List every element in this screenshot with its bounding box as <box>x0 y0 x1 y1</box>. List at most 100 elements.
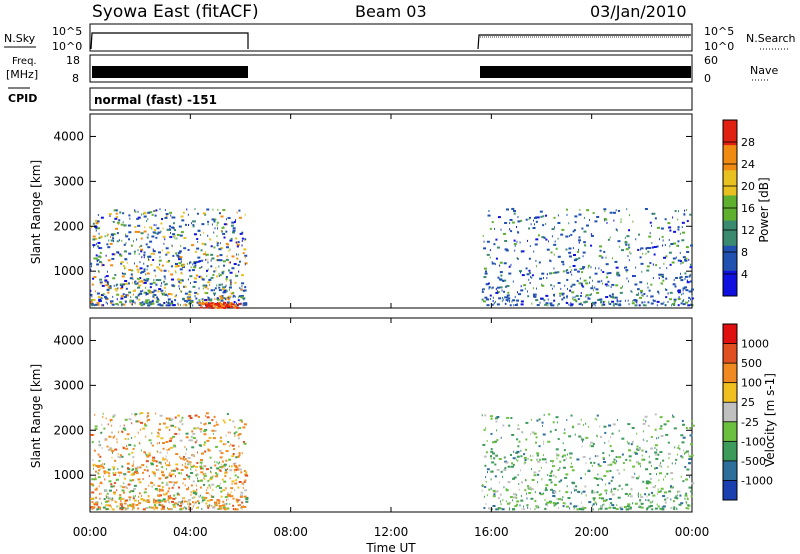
range-cell <box>116 215 119 218</box>
range-cell <box>161 304 163 307</box>
range-cell <box>140 248 144 251</box>
range-cell <box>628 229 631 232</box>
range-cell <box>482 483 484 486</box>
range-cell <box>223 289 227 292</box>
range-cell <box>140 449 142 452</box>
range-cell <box>688 453 690 456</box>
range-cell <box>100 282 102 285</box>
range-cell <box>201 301 205 304</box>
range-cell <box>236 245 239 248</box>
range-cell <box>487 507 490 510</box>
range-cell <box>149 240 153 243</box>
range-cell <box>551 235 553 238</box>
range-cell <box>485 503 487 506</box>
range-cell <box>671 304 673 307</box>
range-cell <box>624 266 626 269</box>
range-cell <box>119 502 123 505</box>
range-cell <box>556 498 559 501</box>
range-cell <box>673 230 677 233</box>
range-cell <box>608 498 612 501</box>
range-cell <box>98 270 100 273</box>
range-cell <box>201 278 205 281</box>
range-cell <box>137 294 140 297</box>
range-cell <box>157 499 161 502</box>
range-cell <box>542 224 545 227</box>
range-cell <box>493 493 496 496</box>
range-cell <box>649 501 652 504</box>
range-cell <box>226 301 230 304</box>
range-cell <box>567 497 571 500</box>
range-cell <box>110 485 114 488</box>
range-cell <box>134 209 136 212</box>
range-cell <box>101 264 105 267</box>
range-cell <box>176 493 178 496</box>
range-cell <box>158 268 161 271</box>
range-cell <box>608 284 610 287</box>
range-cell <box>90 506 94 509</box>
range-cell <box>535 505 539 508</box>
range-cell <box>625 266 628 269</box>
range-cell <box>175 271 177 274</box>
range-cell <box>662 244 664 247</box>
range-cell <box>90 507 92 510</box>
range-cell <box>142 471 145 474</box>
range-cell <box>570 302 572 305</box>
range-cell <box>613 458 616 461</box>
range-cell <box>160 222 163 225</box>
range-cell <box>209 470 211 473</box>
range-cell <box>170 214 172 217</box>
range-cell <box>155 506 159 509</box>
range-cell <box>181 419 183 422</box>
range-cell <box>111 508 115 511</box>
range-cell <box>178 427 180 430</box>
range-cell <box>641 301 644 304</box>
range-cell <box>634 472 636 475</box>
range-cell <box>560 479 563 482</box>
range-cell <box>543 458 547 461</box>
range-cell <box>635 293 639 296</box>
range-cell <box>634 452 638 455</box>
range-cell <box>685 246 689 249</box>
range-cell <box>132 302 134 305</box>
range-cell <box>581 506 584 509</box>
range-cell <box>114 472 117 475</box>
range-cell <box>188 477 190 480</box>
range-cell <box>244 256 246 259</box>
range-cell <box>201 507 203 510</box>
range-cell <box>518 482 520 485</box>
range-cell <box>144 488 147 491</box>
range-cell <box>178 486 181 489</box>
x-tick-label: 12:00 <box>374 525 409 539</box>
range-cell <box>179 508 183 511</box>
range-cell <box>654 453 657 456</box>
range-cell <box>515 493 517 496</box>
range-cell <box>201 496 205 499</box>
range-cell <box>177 304 179 307</box>
range-cell <box>645 247 647 250</box>
range-cell <box>116 478 120 481</box>
range-cell <box>226 243 229 246</box>
range-cell <box>669 229 672 232</box>
range-cell <box>515 496 518 499</box>
range-cell <box>688 458 692 461</box>
range-cell <box>178 278 181 281</box>
range-cell <box>165 462 167 465</box>
range-cell <box>205 305 209 308</box>
range-cell <box>152 472 156 475</box>
range-cell <box>219 482 221 485</box>
range-cell <box>165 476 167 479</box>
range-cell <box>551 304 555 307</box>
velocity-y-axis-label: Slant Range [km] <box>29 364 43 468</box>
range-cell <box>144 212 147 215</box>
range-cell <box>634 283 638 286</box>
range-cell <box>166 260 170 263</box>
range-cell <box>570 233 573 236</box>
range-cell <box>138 284 142 287</box>
range-cell <box>215 266 217 269</box>
range-cell <box>245 496 249 499</box>
range-cell <box>558 506 560 509</box>
range-cell <box>145 302 149 305</box>
range-cell <box>525 438 528 441</box>
power-data-layer <box>90 207 694 310</box>
range-cell <box>235 508 239 511</box>
